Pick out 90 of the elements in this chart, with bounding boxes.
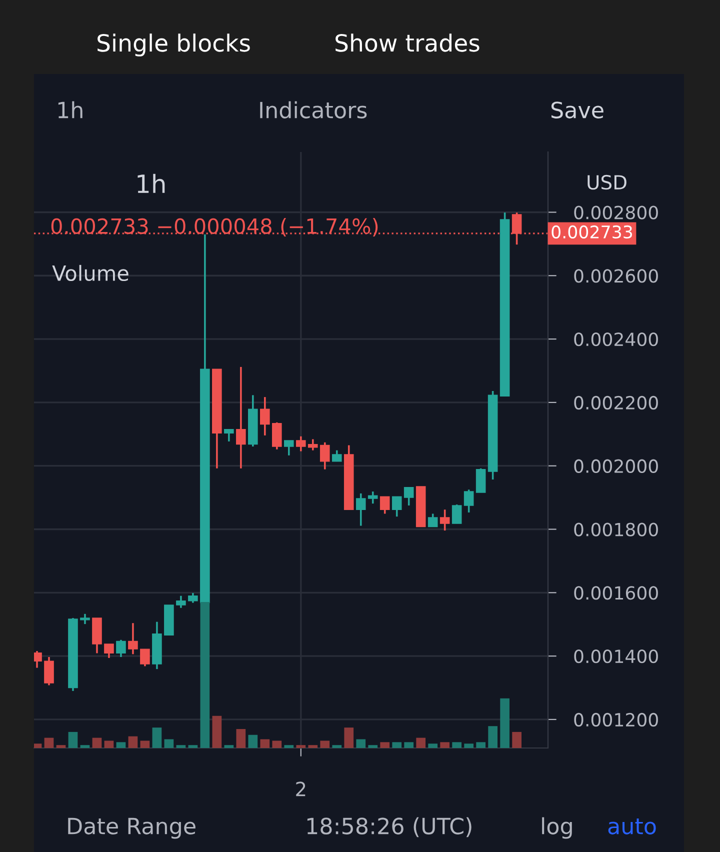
bar (296, 745, 306, 748)
candlestick (464, 488, 474, 514)
text: 18:58:26 (UTC) (307, 817, 472, 838)
bar (56, 745, 66, 748)
candlestick (260, 396, 270, 436)
text: Save (551, 102, 604, 118)
bar (320, 740, 330, 748)
candlestick (476, 467, 486, 494)
bar (68, 732, 78, 748)
text: USD (588, 174, 626, 190)
bar (476, 742, 486, 748)
candlestick (440, 508, 450, 532)
bar (80, 745, 90, 748)
y-tick-label: 0.002200 (574, 396, 658, 410)
bar (188, 745, 198, 748)
text: 1h (138, 174, 165, 193)
bar (212, 716, 222, 748)
y-tick-label: 0.002000 (574, 459, 658, 473)
bar (176, 745, 186, 748)
bar (488, 726, 498, 748)
bar (224, 745, 234, 748)
text: Date Range (68, 818, 196, 839)
text: 1h (58, 101, 82, 118)
bar (152, 728, 162, 748)
text: Show trades (336, 34, 480, 52)
candlestick (392, 496, 402, 518)
candlestick (404, 486, 414, 506)
bar (140, 740, 150, 748)
candlestick (188, 592, 198, 604)
bar (392, 742, 402, 748)
y-tick-label: 0.002800 (574, 206, 658, 220)
text: Single blocks (98, 34, 250, 56)
candlestick (176, 594, 186, 609)
candlestick (452, 504, 462, 524)
bar (512, 732, 522, 748)
bar (248, 734, 258, 748)
y-tick-label: 0.002600 (574, 269, 658, 283)
bar (128, 736, 138, 748)
candlestick (368, 490, 378, 504)
bar (452, 742, 462, 748)
bar (332, 745, 342, 748)
bar (308, 745, 318, 748)
bar (380, 742, 390, 748)
candlestick (296, 435, 306, 452)
candlestick (284, 440, 294, 456)
bar (356, 739, 366, 748)
y-tick-label: 0.001800 (574, 522, 658, 536)
ref-line-label: 0.002733 (552, 225, 632, 239)
x-tick-label: 2 (296, 782, 306, 796)
bar (236, 729, 246, 748)
candlestick (104, 643, 114, 659)
candlestick (224, 428, 234, 442)
text: auto (608, 818, 656, 834)
candlestick (236, 366, 246, 470)
bar (44, 738, 54, 748)
bar (464, 744, 474, 748)
y-tick-label: 0.002400 (574, 332, 658, 346)
candlestick (320, 441, 330, 470)
bar (284, 745, 294, 748)
text: Indicators (260, 101, 367, 118)
candlestick (380, 496, 390, 515)
bar (272, 740, 282, 748)
bar (164, 739, 174, 748)
bar (416, 738, 426, 748)
bar (260, 739, 270, 748)
candlestick (356, 492, 366, 527)
bar (104, 740, 114, 748)
candlestick (308, 438, 318, 452)
candlestick (116, 638, 126, 658)
annotation: 0.002733 −0.000048 (−1.74%) (51, 218, 378, 236)
candlestick (332, 449, 342, 462)
bar (92, 738, 102, 748)
bar (500, 698, 510, 748)
text: log (542, 817, 572, 839)
candlestick (428, 512, 438, 528)
bar (404, 742, 414, 748)
y-tick-label: 0.001600 (574, 586, 658, 600)
annotation: Volume (52, 264, 128, 282)
bar (116, 742, 126, 748)
bar (368, 745, 378, 748)
candlestick (44, 656, 54, 686)
candlestick (80, 612, 90, 625)
y-tick-label: 0.001200 (574, 712, 658, 727)
candlestick (140, 648, 150, 668)
bar (428, 744, 438, 748)
bar (344, 728, 354, 748)
candlestick (128, 622, 138, 656)
bar (440, 742, 450, 748)
candlestick (272, 422, 282, 450)
y-tick-label: 0.001400 (574, 650, 658, 664)
